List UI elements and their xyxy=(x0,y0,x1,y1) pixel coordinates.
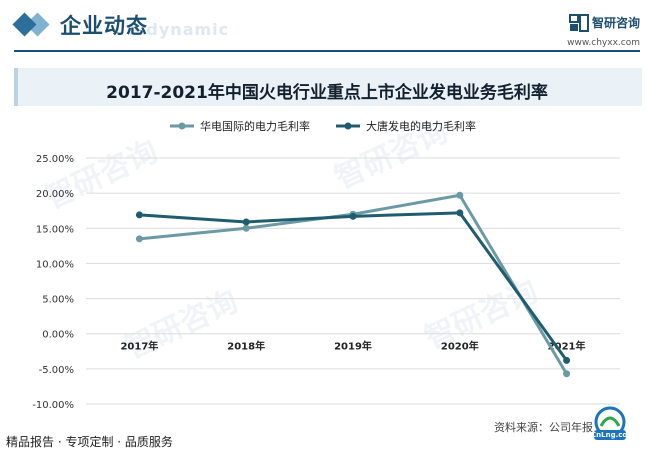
y-tick-label: -10.00% xyxy=(32,400,74,411)
data-point xyxy=(456,191,464,199)
y-tick-label: 0.00% xyxy=(42,330,74,341)
cnlng-logo-text: CnLng.com xyxy=(591,431,635,439)
y-tick-label: 15.00% xyxy=(36,224,74,235)
data-point xyxy=(349,212,357,220)
data-point xyxy=(242,218,250,226)
cnlng-logo-icon xyxy=(594,406,626,440)
data-point xyxy=(242,224,250,232)
brand-url: www.chyxx.com xyxy=(567,38,640,48)
brand-logo-icon xyxy=(568,13,589,32)
brand-name: 智研咨询 xyxy=(591,16,640,30)
header-divider xyxy=(14,50,640,52)
chart-title-bar xyxy=(14,68,642,106)
y-tick-label: 10.00% xyxy=(36,259,74,270)
y-tick-label: 25.00% xyxy=(36,154,74,165)
y-tick-label: -5.00% xyxy=(39,365,74,376)
x-tick-label: 2017年 xyxy=(120,340,158,353)
line-chart: 25.00% 20.00% 15.00% 10.00% 5.00% 0.00% -5.00%… xyxy=(32,119,620,411)
y-tick-label: 5.00% xyxy=(42,295,74,306)
legend-label: 大唐发电的电力毛利率 xyxy=(366,119,476,133)
x-tick-label: 2019年 xyxy=(334,340,372,353)
section-title: 企业动态 xyxy=(60,14,148,38)
x-tick-label: 2020年 xyxy=(441,340,479,353)
data-point xyxy=(563,356,571,364)
data-source: 资料来源：公司年报 xyxy=(494,421,593,434)
section-title-en: e dynamic xyxy=(128,20,230,39)
data-point xyxy=(456,209,464,217)
chart-title: 2017-2021年中国火电行业重点上市企业发电业务毛利率 xyxy=(106,83,548,103)
legend-marker xyxy=(178,122,186,130)
legend-label: 华电国际的电力毛利率 xyxy=(200,119,310,133)
footer-slogan: 精品报告 · 专项定制 · 品质服务 xyxy=(6,435,173,449)
section-header: e dynamic 企业动态 智研咨询 www.chyxx.com xyxy=(0,0,654,62)
brand: 智研咨询 xyxy=(568,12,640,32)
data-point xyxy=(135,211,143,219)
data-point xyxy=(563,370,571,378)
legend-marker xyxy=(344,122,352,130)
series-line xyxy=(139,211,568,362)
x-tick-label: 2018年 xyxy=(227,340,265,353)
chart-area: 2017-2021年中国火电行业重点上市企业发电业务毛利率 25.00% 20.0… xyxy=(0,60,654,430)
y-tick-label: 20.00% xyxy=(36,189,74,200)
data-point xyxy=(135,235,143,243)
